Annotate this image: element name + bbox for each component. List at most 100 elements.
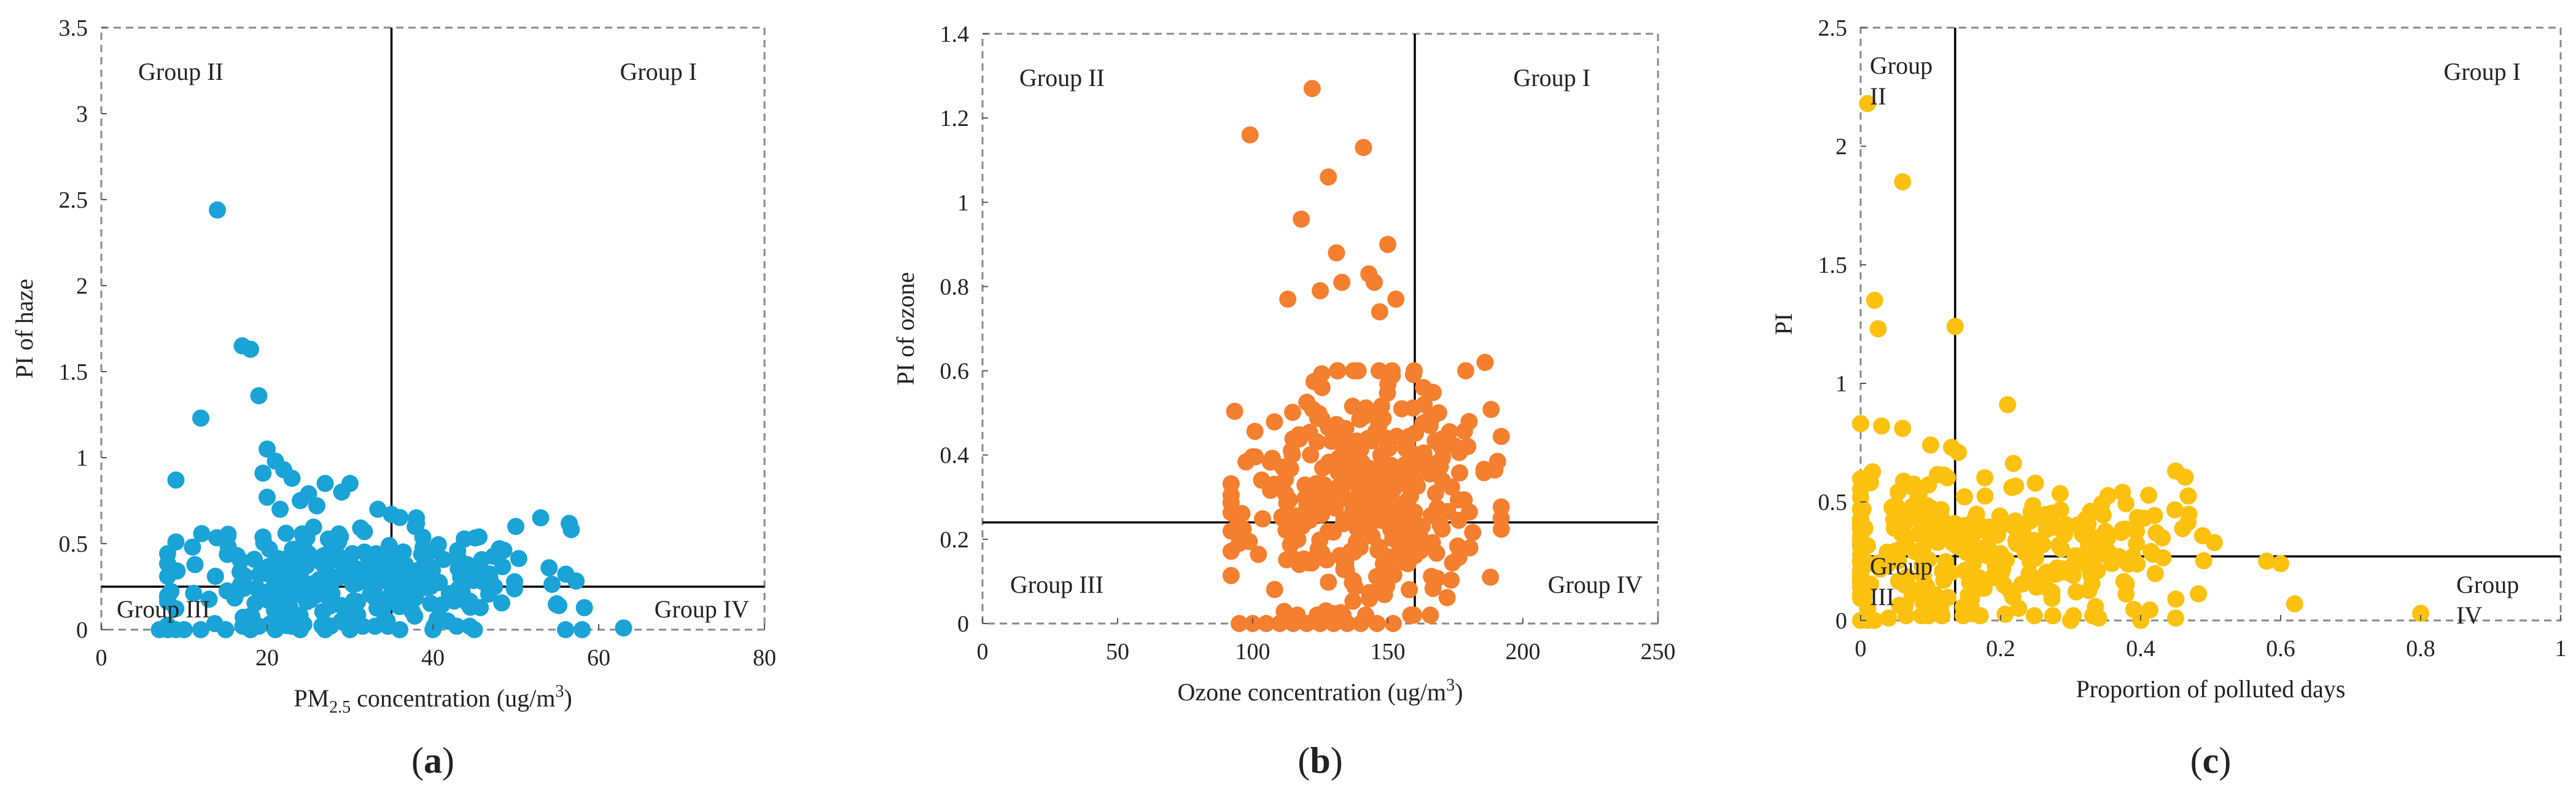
y-tick-label: 1 <box>76 445 88 471</box>
quadrant-label-group-ii: Group <box>1870 52 1932 79</box>
data-point <box>271 501 289 518</box>
data-point <box>2140 487 2158 504</box>
y-tick-label: 0 <box>76 617 88 643</box>
data-point <box>1273 508 1291 526</box>
data-point <box>2063 558 2080 575</box>
data-point <box>369 567 386 585</box>
data-point <box>1922 499 1940 517</box>
panel-caption: (a) <box>411 740 454 781</box>
y-axis-title: PI of ozone <box>892 272 919 385</box>
data-point <box>186 556 204 574</box>
data-point <box>251 565 268 583</box>
data-point <box>1869 320 1887 338</box>
data-point <box>1444 554 1461 572</box>
data-point <box>2128 522 2146 540</box>
data-point <box>1896 597 1914 615</box>
data-point <box>1999 396 2017 413</box>
data-point <box>200 590 218 608</box>
data-point <box>1301 423 1318 441</box>
data-point <box>1423 408 1441 426</box>
data-point <box>2115 573 2133 590</box>
data-point <box>184 538 201 556</box>
data-point <box>1280 491 1298 509</box>
data-point <box>344 576 362 593</box>
data-point <box>461 592 479 610</box>
data-point <box>1955 598 1972 616</box>
data-point <box>1379 235 1396 253</box>
data-point <box>1323 432 1341 450</box>
data-point <box>2026 474 2044 492</box>
data-point <box>2004 455 2022 472</box>
data-point <box>242 621 259 638</box>
data-point <box>292 621 309 638</box>
data-point <box>1852 566 1869 584</box>
data-point <box>246 550 263 568</box>
data-point <box>1298 615 1315 632</box>
y-tick-label: 0 <box>957 611 969 637</box>
data-point <box>2022 503 2040 521</box>
data-point <box>316 621 334 638</box>
quadrant-label-group-iii: Group <box>1870 552 1932 580</box>
data-point <box>298 593 316 611</box>
caption-letter: a <box>424 740 442 781</box>
data-point <box>1351 410 1369 428</box>
data-point <box>1426 484 1444 502</box>
data-point <box>2128 535 2146 552</box>
x-tick-label: 50 <box>1106 639 1129 665</box>
y-tick-label: 2 <box>76 273 88 299</box>
caption-paren: ( <box>2190 740 2203 781</box>
data-point <box>1412 529 1430 547</box>
x-title-part: ) <box>1455 678 1463 706</box>
data-point <box>2167 609 2184 627</box>
x-tick-label: 60 <box>587 645 610 671</box>
data-point <box>341 621 359 638</box>
data-point <box>1333 273 1351 291</box>
data-point <box>1976 487 1994 505</box>
data-point <box>1976 469 1994 487</box>
data-point <box>1406 547 1424 565</box>
data-point <box>2062 612 2079 629</box>
caption-paren: ( <box>411 740 424 781</box>
data-point <box>333 483 351 501</box>
data-point <box>1387 291 1405 308</box>
data-point <box>254 464 272 482</box>
y-tick-label: 0.4 <box>940 443 970 469</box>
x-tick-label: 80 <box>753 645 776 671</box>
x-axis-title: Ozone concentration (ug/m3) <box>1178 676 1463 706</box>
data-point <box>327 543 344 561</box>
data-point <box>1451 464 1468 482</box>
data-point <box>1312 282 1329 300</box>
y-tick-label: 1 <box>957 190 969 216</box>
data-point <box>1433 520 1451 538</box>
x-tick-label: 0 <box>977 639 989 665</box>
caption-paren: ( <box>1298 740 1310 781</box>
data-point <box>398 568 416 586</box>
data-point <box>448 617 465 635</box>
data-point <box>1379 375 1397 393</box>
data-point <box>1303 80 1321 98</box>
data-point <box>422 595 440 612</box>
data-point <box>1956 488 1974 506</box>
data-point <box>1336 456 1353 473</box>
data-point <box>1258 615 1275 632</box>
data-point <box>1328 244 1345 262</box>
data-point <box>268 549 286 567</box>
data-point <box>208 529 225 547</box>
data-point <box>1852 520 1869 538</box>
points <box>150 201 632 638</box>
data-point <box>1355 139 1372 157</box>
data-point <box>481 569 499 587</box>
data-point <box>2079 515 2097 533</box>
data-point <box>1313 365 1331 383</box>
data-point <box>246 595 264 612</box>
data-point <box>1405 606 1423 624</box>
data-point <box>206 568 224 585</box>
data-point <box>167 471 185 489</box>
data-point <box>2272 555 2289 573</box>
data-point <box>2193 527 2211 545</box>
y-tick-label: 0.2 <box>940 527 970 553</box>
panel-caption: (c) <box>2190 740 2232 781</box>
x-tick-label: 0.2 <box>1986 636 2015 662</box>
data-point <box>465 621 483 638</box>
data-point <box>1852 546 1869 563</box>
